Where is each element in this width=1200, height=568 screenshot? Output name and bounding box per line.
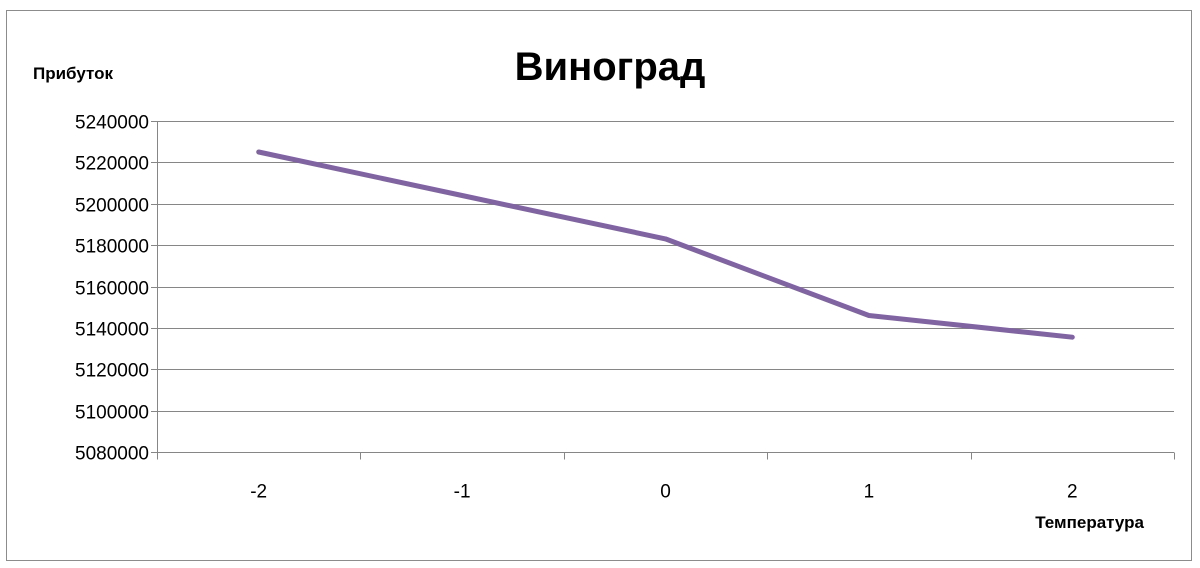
x-tick-label: -1 [454, 482, 471, 503]
x-tick-label: 1 [864, 482, 875, 503]
gridlines [157, 121, 1174, 412]
axes [151, 121, 1175, 460]
x-tick-labels: -2 -1 0 1 2 [250, 482, 1077, 503]
y-tick-label: 5120000 [75, 361, 149, 382]
y-tick-label: 5080000 [75, 444, 149, 465]
series-line [256, 149, 1075, 340]
y-tick-label: 5100000 [75, 403, 149, 424]
y-tick-label: 5180000 [75, 237, 149, 258]
y-axis-title: Прибуток [33, 64, 113, 83]
y-tick-label: 5240000 [75, 113, 149, 134]
series-layer [256, 149, 1075, 340]
y-tick-label: 5140000 [75, 320, 149, 341]
x-axis-title: Температура [1035, 513, 1144, 532]
y-tick-label: 5220000 [75, 154, 149, 175]
y-tick-label: 5160000 [75, 279, 149, 300]
chart-title: Виноград [515, 45, 706, 89]
x-tick-label: 2 [1067, 482, 1078, 503]
y-tick-label: 5200000 [75, 196, 149, 217]
x-tick-label: 0 [660, 482, 671, 503]
y-tick-labels: 5080000 5100000 5120000 5140000 5160000 51800… [75, 113, 149, 465]
chart-area [6, 10, 1192, 561]
x-tick-label: -2 [250, 482, 267, 503]
